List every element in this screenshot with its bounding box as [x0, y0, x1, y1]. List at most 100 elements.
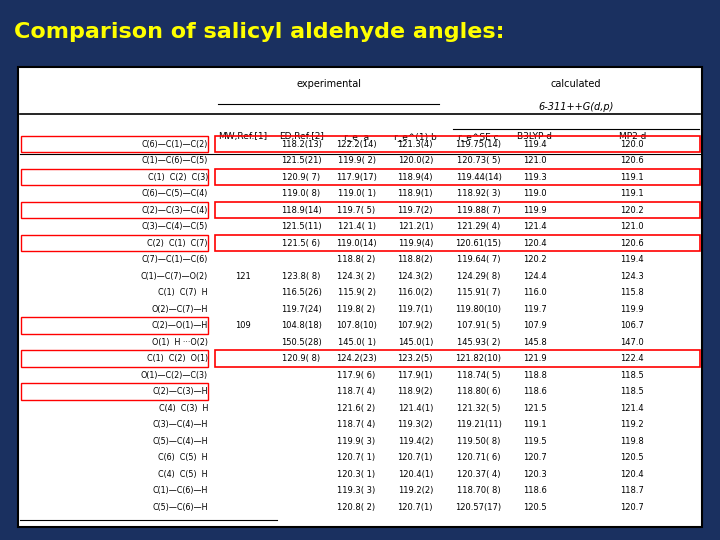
Text: 121.5(11): 121.5(11): [281, 222, 322, 231]
Text: 118.92( 3): 118.92( 3): [456, 189, 500, 198]
Text: 107.8(10): 107.8(10): [336, 321, 377, 330]
Text: 119.5: 119.5: [523, 436, 546, 446]
Text: 118.8(2): 118.8(2): [397, 255, 433, 264]
Text: 116.5(26): 116.5(26): [281, 288, 322, 297]
Bar: [215, 169, 700, 185]
Text: C(4)  C(3)  H: C(4) C(3) H: [158, 403, 208, 413]
Text: O(1)—C(2)—C(3): O(1)—C(2)—C(3): [141, 370, 208, 380]
Text: 119.1: 119.1: [621, 172, 644, 181]
Text: 107.9: 107.9: [523, 321, 546, 330]
Text: 119.9( 2): 119.9( 2): [338, 156, 376, 165]
Text: 118.8: 118.8: [523, 370, 546, 380]
Text: 118.2(13): 118.2(13): [281, 139, 322, 148]
Text: 120.2: 120.2: [621, 206, 644, 214]
Text: 124.2(23): 124.2(23): [336, 354, 377, 363]
Text: 147.0: 147.0: [621, 338, 644, 347]
Text: 119.9(4): 119.9(4): [397, 239, 433, 247]
Text: 106.7: 106.7: [621, 321, 644, 330]
Text: 120.0(2): 120.0(2): [397, 156, 433, 165]
Text: C(4)  C(5)  H: C(4) C(5) H: [158, 470, 208, 478]
Text: 119.4: 119.4: [523, 139, 546, 148]
Text: 121.3(4): 121.3(4): [397, 139, 433, 148]
Text: 119.0: 119.0: [523, 189, 546, 198]
Text: 120.3: 120.3: [523, 470, 546, 478]
Text: 116.0: 116.0: [523, 288, 546, 297]
Text: 119.0(14): 119.0(14): [336, 239, 377, 247]
Text: C(6)  C(5)  H: C(6) C(5) H: [158, 453, 208, 462]
Text: 119.8( 2): 119.8( 2): [338, 305, 376, 314]
Text: 107.9(2): 107.9(2): [397, 321, 433, 330]
Text: 119.2: 119.2: [621, 420, 644, 429]
Text: 120.7: 120.7: [621, 503, 644, 511]
Text: MP2 d: MP2 d: [618, 132, 646, 141]
Bar: [22, 235, 208, 251]
Text: 116.0(2): 116.0(2): [397, 288, 433, 297]
Text: 145.8: 145.8: [523, 338, 546, 347]
Text: 119.4(2): 119.4(2): [397, 436, 433, 446]
Text: 123.2(5): 123.2(5): [397, 354, 433, 363]
Text: 118.9(14): 118.9(14): [281, 206, 322, 214]
Text: 145.0( 1): 145.0( 1): [338, 338, 376, 347]
Text: 118.9(1): 118.9(1): [397, 189, 433, 198]
Text: 117.9(17): 117.9(17): [336, 172, 377, 181]
Text: 124.3(2): 124.3(2): [397, 272, 433, 280]
Text: 119.9: 119.9: [621, 305, 644, 314]
Text: C(2)  C(1)  C(7): C(2) C(1) C(7): [148, 239, 208, 247]
Text: 118.9(2): 118.9(2): [397, 387, 433, 396]
Text: 118.70( 8): 118.70( 8): [456, 486, 500, 495]
Text: r_e  a: r_e a: [344, 132, 369, 141]
Text: 118.7: 118.7: [621, 486, 644, 495]
Text: 115.9( 2): 115.9( 2): [338, 288, 376, 297]
Text: 119.88( 7): 119.88( 7): [456, 206, 500, 214]
Text: 145.93( 2): 145.93( 2): [457, 338, 500, 347]
Text: C(1)  C(7)  H: C(1) C(7) H: [158, 288, 208, 297]
Text: C(5)—C(4)—H: C(5)—C(4)—H: [153, 436, 208, 446]
Text: C(1)  C(2)  O(1): C(1) C(2) O(1): [147, 354, 208, 363]
Text: 119.7(2): 119.7(2): [397, 206, 433, 214]
Text: 119.7: 119.7: [523, 305, 546, 314]
Text: 120.4(1): 120.4(1): [397, 470, 433, 478]
Text: 121.4: 121.4: [523, 222, 546, 231]
Text: 119.3: 119.3: [523, 172, 546, 181]
Text: B3LYP d: B3LYP d: [518, 132, 552, 141]
Text: 119.50( 8): 119.50( 8): [457, 436, 500, 446]
Text: 124.29( 8): 124.29( 8): [457, 272, 500, 280]
Text: 121.4: 121.4: [621, 403, 644, 413]
Text: 124.4: 124.4: [523, 272, 546, 280]
Text: 119.9( 3): 119.9( 3): [338, 436, 376, 446]
Text: 119.4: 119.4: [621, 255, 644, 264]
Bar: [215, 136, 700, 152]
Text: 120.7: 120.7: [523, 453, 546, 462]
Text: 150.5(28): 150.5(28): [281, 338, 322, 347]
Text: 120.2: 120.2: [523, 255, 546, 264]
Text: 115.91( 7): 115.91( 7): [457, 288, 500, 297]
Text: 120.6: 120.6: [621, 239, 644, 247]
Text: 119.7(24): 119.7(24): [281, 305, 322, 314]
Text: 119.21(11): 119.21(11): [456, 420, 501, 429]
Text: 119.44(14): 119.44(14): [456, 172, 501, 181]
Text: 118.9(4): 118.9(4): [397, 172, 433, 181]
Text: 119.1: 119.1: [523, 420, 546, 429]
Text: 121: 121: [235, 272, 251, 280]
Text: 120.5: 120.5: [621, 453, 644, 462]
Text: 119.0( 8): 119.0( 8): [282, 189, 320, 198]
Text: 118.5: 118.5: [621, 387, 644, 396]
Text: C(3)—C(4)—C(5): C(3)—C(4)—C(5): [142, 222, 208, 231]
Text: C(6)—C(5)—C(4): C(6)—C(5)—C(4): [142, 189, 208, 198]
Bar: [22, 350, 208, 367]
Text: 121.0: 121.0: [621, 222, 644, 231]
Text: MW,Ref.[1]: MW,Ref.[1]: [218, 132, 267, 141]
Text: 109: 109: [235, 321, 251, 330]
Text: 120.9( 7): 120.9( 7): [282, 172, 320, 181]
Text: C(2)—O(1)—H: C(2)—O(1)—H: [152, 321, 208, 330]
Bar: [22, 136, 208, 152]
Text: 120.7(1): 120.7(1): [397, 503, 433, 511]
Text: 104.8(18): 104.8(18): [281, 321, 322, 330]
Text: 117.9( 6): 117.9( 6): [338, 370, 376, 380]
Text: 119.9: 119.9: [523, 206, 546, 214]
Text: 120.3( 1): 120.3( 1): [338, 470, 376, 478]
Text: C(1)—C(7)—O(2): C(1)—C(7)—O(2): [140, 272, 208, 280]
Text: 120.37( 4): 120.37( 4): [456, 470, 500, 478]
Text: 118.8( 2): 118.8( 2): [338, 255, 376, 264]
Text: 119.3(2): 119.3(2): [397, 420, 433, 429]
